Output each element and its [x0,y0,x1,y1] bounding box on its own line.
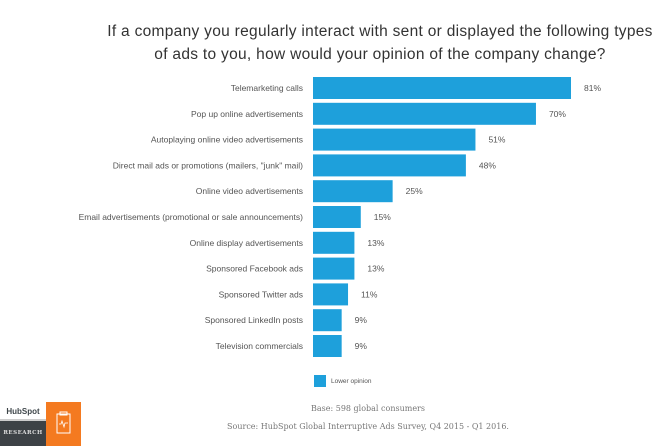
bar [313,206,361,228]
category-label: Autoplaying online video advertisements [151,135,303,145]
bar [313,154,466,177]
chart-title: If a company you regularly interact with… [107,23,653,63]
data-label: 48% [479,160,496,170]
bar [313,180,393,203]
data-label: 15% [374,212,391,222]
bar [313,102,536,125]
data-label: 81% [584,83,601,93]
clipboard-pulse-icon [46,402,81,446]
bar [313,335,342,357]
base-note: Base: 598 global consumers [311,404,425,413]
category-label: Online video advertisements [196,186,303,196]
bar [313,77,571,99]
legend: Lower opinion [314,375,371,387]
data-label: 9% [355,341,368,351]
bar [313,283,349,306]
category-label: Telemarketing calls [231,83,303,93]
category-label: Sponsored Twitter ads [219,289,303,299]
bar [313,257,355,280]
data-label: 70% [549,109,566,119]
data-label: 11% [361,289,378,299]
category-label: Online display advertisements [190,238,303,248]
category-label: Sponsored LinkedIn posts [205,315,303,325]
data-label: 9% [355,315,368,325]
category-label: Email advertisements (promotional or sal… [79,212,304,222]
research-label: RESEARCH [0,421,46,446]
category-label: Pop up online advertisements [191,109,303,119]
legend-swatch [314,375,326,387]
data-label: 51% [488,135,505,145]
legend-label: Lower opinion [331,377,372,385]
hubspot-logo: HubSpot [0,402,46,421]
category-label: Television commercials [216,341,303,351]
source-note: Source: HubSpot Global Interruptive Ads … [227,422,509,431]
bar [313,309,342,332]
bar [313,231,355,254]
bar [313,128,476,151]
data-label: 25% [406,186,423,196]
data-label: 13% [367,264,384,274]
data-label: 13% [367,238,384,248]
category-label: Direct mail ads or promotions (mailers, … [113,160,303,170]
category-label: Sponsored Facebook ads [206,264,303,274]
